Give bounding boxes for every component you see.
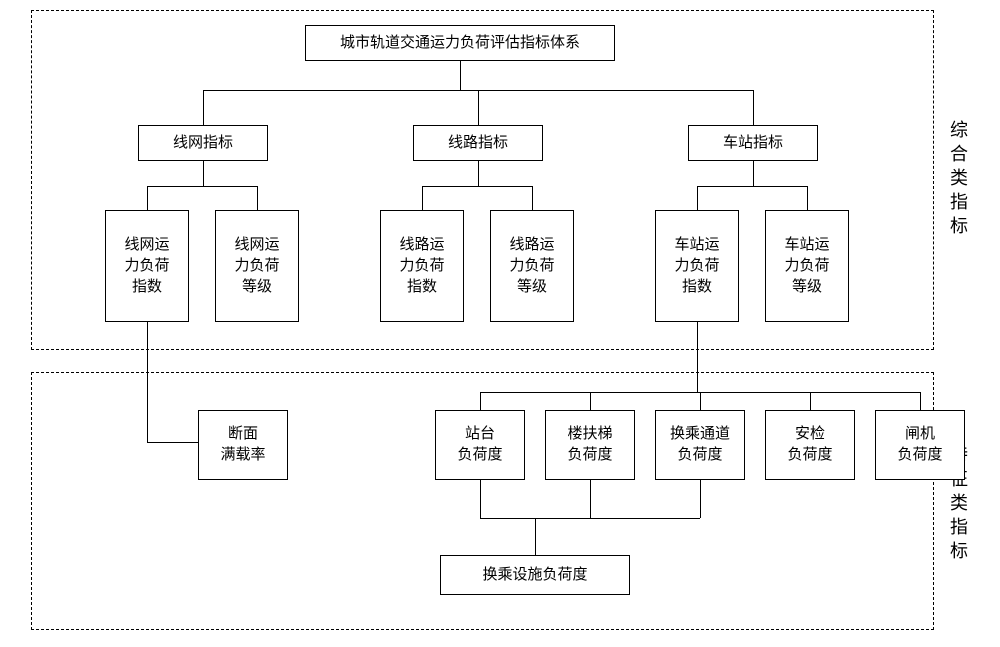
node-b_jm: 断面满载率 <box>198 410 288 480</box>
connector-line <box>203 161 204 186</box>
node-n22: 线路运力负荷等级 <box>490 210 574 322</box>
connector-line <box>697 322 698 392</box>
node-b_lft: 楼扶梯负荷度 <box>545 410 635 480</box>
connector-line <box>147 442 198 443</box>
node-cat3: 车站指标 <box>688 125 818 161</box>
connector-line <box>478 90 479 125</box>
node-n11: 线网运力负荷指数 <box>105 210 189 322</box>
connector-line <box>532 186 533 210</box>
connector-line <box>700 392 701 410</box>
connector-line <box>203 90 204 125</box>
node-n31: 车站运力负荷指数 <box>655 210 739 322</box>
node-b_hcss: 换乘设施负荷度 <box>440 555 630 595</box>
node-n21: 线路运力负荷指数 <box>380 210 464 322</box>
connector-line <box>920 392 921 410</box>
connector-line <box>257 186 258 210</box>
connector-line <box>147 186 257 187</box>
connector-line <box>480 392 481 410</box>
connector-line <box>480 480 481 518</box>
connector-line <box>480 518 700 519</box>
node-b_aj: 安检负荷度 <box>765 410 855 480</box>
connector-line <box>535 518 536 555</box>
node-b_hc: 换乘通道负荷度 <box>655 410 745 480</box>
connector-line <box>810 392 811 410</box>
connector-line <box>147 322 148 442</box>
node-cat1: 线网指标 <box>138 125 268 161</box>
connector-line <box>422 186 423 210</box>
connector-line <box>697 186 807 187</box>
connector-line <box>697 186 698 210</box>
node-cat2: 线路指标 <box>413 125 543 161</box>
connector-line <box>700 480 701 518</box>
section-label-top: 综合类指标 <box>945 70 971 290</box>
node-b_zt: 站台负荷度 <box>435 410 525 480</box>
connector-line <box>753 90 754 125</box>
connector-line <box>422 186 532 187</box>
node-root: 城市轨道交通运力负荷评估指标体系 <box>305 25 615 61</box>
connector-line <box>590 480 591 518</box>
connector-line <box>753 161 754 186</box>
connector-line <box>590 392 591 410</box>
connector-line <box>478 161 479 186</box>
connector-line <box>147 186 148 210</box>
node-n32: 车站运力负荷等级 <box>765 210 849 322</box>
connector-line <box>460 61 461 91</box>
connector-line <box>807 186 808 210</box>
node-b_zj: 闸机负荷度 <box>875 410 965 480</box>
node-n12: 线网运力负荷等级 <box>215 210 299 322</box>
